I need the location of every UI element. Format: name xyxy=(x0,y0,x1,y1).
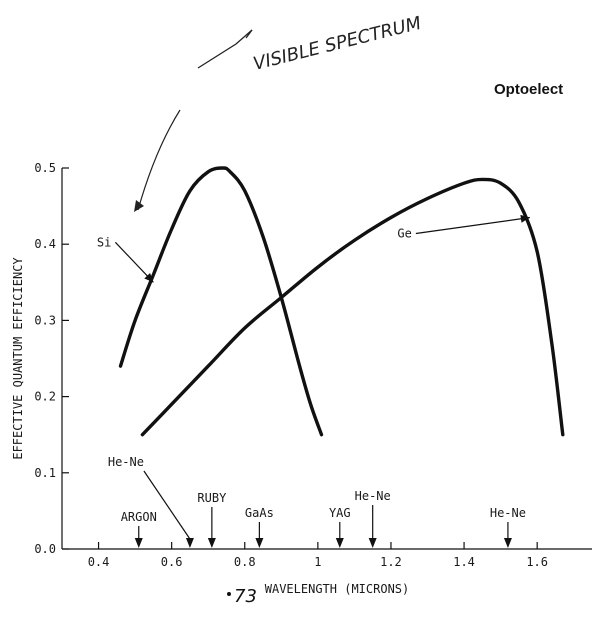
x-axis-label: WAVELENGTH (MICRONS) xyxy=(265,582,410,596)
x-tick-label: 1.4 xyxy=(453,555,475,569)
note-arrow-line xyxy=(137,109,181,211)
page-number: 73 xyxy=(234,586,257,607)
annotation-ge-label: Ge xyxy=(397,227,411,241)
y-tick-label: 0.1 xyxy=(34,466,56,480)
page-number-dot xyxy=(227,592,231,596)
marker-label: He-Ne xyxy=(108,455,144,469)
series-si-curve xyxy=(118,166,324,437)
series-ge-curve xyxy=(140,177,565,437)
plot-frame xyxy=(61,168,592,550)
annotation-arrowhead xyxy=(520,214,530,223)
x-tick-label: 1 xyxy=(314,555,321,569)
marker-arrowhead xyxy=(134,538,143,548)
annotation-leader xyxy=(415,216,530,235)
annotation-arrowhead xyxy=(144,273,154,283)
y-tick-label: 0.3 xyxy=(34,313,56,327)
data-series xyxy=(118,166,565,437)
marker-label: YAG xyxy=(329,506,351,520)
marker-arrowhead xyxy=(503,538,512,548)
y-tick-label: 0.4 xyxy=(34,237,56,251)
laser-markers: ARGON He-Ne RUBY GaAs YAG He-Ne He-Ne xyxy=(108,455,526,548)
marker-label: He-Ne xyxy=(490,506,526,520)
y-tick-label: 0.5 xyxy=(34,161,56,175)
marker-arrowhead xyxy=(335,538,344,548)
y-tick-label: 0.0 xyxy=(34,542,56,556)
annotation-leader xyxy=(114,241,154,283)
marker-arrowhead xyxy=(255,538,264,548)
marker-arrowhead xyxy=(185,538,194,548)
handwritten-note: VISIBLE SPECTRUM xyxy=(134,13,424,212)
x-tick-label: 0.8 xyxy=(234,555,256,569)
marker-arrowhead xyxy=(207,538,216,548)
marker-label: He-Ne xyxy=(355,489,391,503)
x-axis-ticks: 0.4 0.6 0.8 1 1.2 1.4 1.6 xyxy=(88,542,548,569)
x-tick-label: 1.2 xyxy=(380,555,402,569)
y-axis-label: EFFECTIVE QUANTUM EFFICIENCY xyxy=(11,257,25,460)
y-axis-ticks: 0.0 0.1 0.2 0.3 0.4 0.5 xyxy=(34,161,69,556)
visible-spectrum-note: VISIBLE SPECTRUM xyxy=(251,13,424,75)
page-header: Optoelect xyxy=(494,81,563,98)
marker-arrowhead xyxy=(368,538,377,548)
marker-label: ARGON xyxy=(121,510,157,524)
y-tick-label: 0.2 xyxy=(34,390,56,404)
x-tick-label: 1.6 xyxy=(526,555,548,569)
x-tick-label: 0.6 xyxy=(161,555,183,569)
curve-annotations: Si Ge xyxy=(97,214,530,283)
marker-line xyxy=(143,470,191,540)
annotation-si-label: Si xyxy=(97,235,111,249)
x-tick-label: 0.4 xyxy=(88,555,110,569)
note-arrow-head xyxy=(134,200,144,212)
marker-label: GaAs xyxy=(245,506,274,520)
marker-label: RUBY xyxy=(197,491,227,505)
checkmark-stroke xyxy=(197,29,253,69)
